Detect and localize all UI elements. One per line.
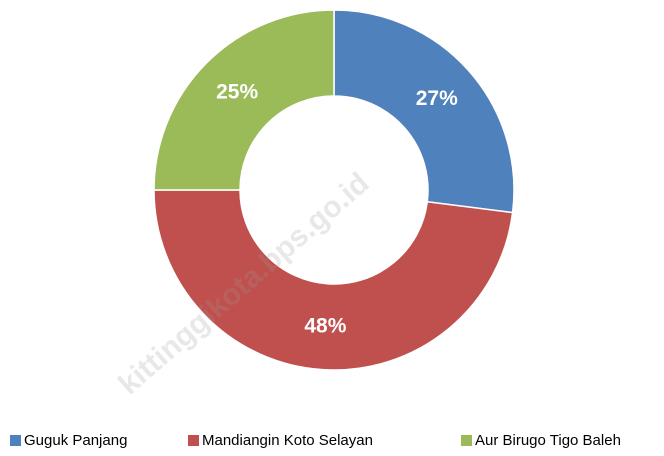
legend-label: Aur Birugo Tigo Baleh <box>475 432 621 449</box>
data-label: 48% <box>304 314 346 337</box>
donut-slice <box>153 189 514 371</box>
legend-label: Mandiangin Koto Selayan <box>202 432 373 449</box>
donut-slice <box>333 9 515 214</box>
donut-slice <box>153 9 335 191</box>
legend-swatch <box>10 435 21 446</box>
data-label: 27% <box>416 87 458 110</box>
legend-swatch <box>461 435 472 446</box>
data-label: 25% <box>216 81 258 104</box>
legend-swatch <box>188 435 199 446</box>
legend-label: Guguk Panjang <box>24 432 127 449</box>
